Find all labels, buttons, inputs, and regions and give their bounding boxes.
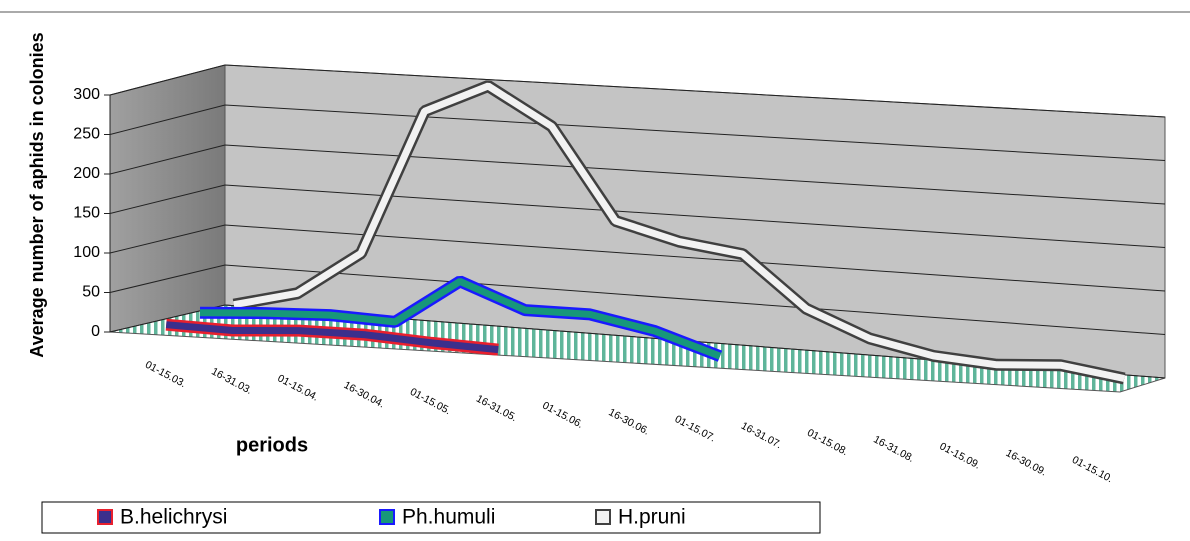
y-tick-label: 150 xyxy=(73,205,100,222)
grid-line xyxy=(109,264,1166,335)
legend-marker xyxy=(595,509,611,525)
legend-label: H.pruni xyxy=(618,506,686,529)
grid-line xyxy=(109,144,1166,205)
y-tick-label: 50 xyxy=(82,284,100,301)
legend-marker xyxy=(97,509,113,525)
legend: B.helichrysi Ph.humuli H.pruni xyxy=(97,506,686,529)
x-tick-label: 01-15.10. xyxy=(1070,454,1115,485)
walls xyxy=(109,64,1166,393)
grid-line xyxy=(109,184,1166,248)
x-tick-label: 01-15.09. xyxy=(938,440,983,471)
series-line xyxy=(233,82,1125,382)
y-tick-label: 300 xyxy=(73,86,100,103)
series xyxy=(232,80,1126,385)
series-line xyxy=(199,278,722,360)
grid-line xyxy=(109,104,1166,161)
y-tick-label: 200 xyxy=(73,165,100,182)
series-group xyxy=(165,80,1126,385)
left-wall xyxy=(109,64,226,333)
x-tick-label: 16-31.05. xyxy=(474,393,519,424)
y-axis-title: Average number of aphids in colonies xyxy=(27,32,47,357)
x-tick-label: 16-31.07. xyxy=(739,420,784,451)
legend-label: B.helichrysi xyxy=(120,506,227,529)
x-tick-label: 16-31.08. xyxy=(871,433,916,464)
grid-line xyxy=(109,64,1166,118)
series xyxy=(199,275,723,362)
y-tick-label: 100 xyxy=(73,244,100,261)
x-tick-label: 16-31.03. xyxy=(209,365,254,396)
y-tick-label: 0 xyxy=(91,323,100,340)
x-tick-label: 01-15.05. xyxy=(408,386,453,417)
x-tick-label: 16-30.09. xyxy=(1004,447,1049,478)
legend-box xyxy=(41,501,821,534)
series xyxy=(165,318,499,356)
x-tick-label: 01-15.06. xyxy=(540,399,585,430)
series-line xyxy=(165,321,499,354)
x-tick-label: 16-30.04. xyxy=(342,379,387,410)
grid xyxy=(109,64,1166,379)
y-tick-label: 250 xyxy=(73,126,100,143)
x-axis-title: periods xyxy=(236,434,308,456)
x-tick-label: 16-30.06. xyxy=(607,406,652,437)
x-tick-label: 01-15.04. xyxy=(276,372,321,403)
grid-line xyxy=(109,224,1166,292)
x-tick-label: 01-15.08. xyxy=(805,427,850,458)
legend-marker xyxy=(379,509,395,525)
x-tick-label: 01-15.07. xyxy=(673,413,718,444)
x-tick-label: 01-15.03. xyxy=(143,359,188,390)
legend-label: Ph.humuli xyxy=(402,506,495,529)
grid-line xyxy=(109,304,1166,379)
